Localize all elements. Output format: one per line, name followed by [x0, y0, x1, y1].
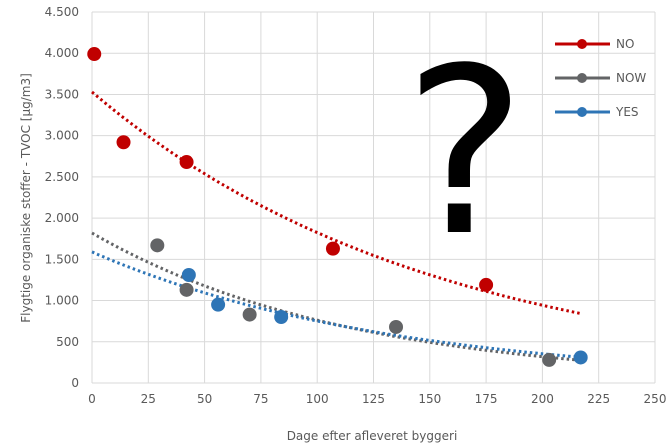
legend-label-yes: YES — [615, 105, 639, 119]
point-now — [542, 352, 557, 367]
x-tick-label: 0 — [88, 392, 96, 406]
point-no — [179, 155, 194, 170]
y-tick-label: 1.000 — [45, 294, 79, 308]
point-now — [150, 238, 165, 253]
point-no — [325, 241, 340, 256]
x-tick-label: 50 — [197, 392, 212, 406]
point-no — [116, 135, 131, 150]
y-tick-label: 2.500 — [45, 170, 79, 184]
x-tick-label: 175 — [475, 392, 498, 406]
legend-label-now: NOW — [616, 71, 646, 85]
x-tick-label: 75 — [253, 392, 268, 406]
x-tick-label: 150 — [418, 392, 441, 406]
y-tick-label: 4.500 — [45, 5, 79, 19]
legend-label-no: NO — [616, 37, 634, 51]
trendlines — [91, 90, 581, 362]
point-yes — [573, 350, 588, 365]
x-tick-label: 125 — [362, 392, 385, 406]
trendline-yes — [91, 250, 581, 359]
x-tick-label: 250 — [644, 392, 667, 406]
y-tick-label: 4.000 — [45, 46, 79, 60]
point-now — [389, 319, 404, 334]
axes: 05001.0001.5002.0002.5003.0003.5004.0004… — [45, 5, 667, 406]
legend: NO NOW YES — [555, 37, 646, 119]
y-tick-label: 1.500 — [45, 252, 79, 266]
y-tick-label: 0 — [71, 376, 79, 390]
grid — [91, 11, 656, 384]
x-tick-label: 100 — [306, 392, 329, 406]
y-axis-title: Flygtige organiske stoffer - TVOC [µg/m3… — [19, 73, 33, 323]
y-tick-label: 500 — [56, 335, 79, 349]
point-yes — [274, 310, 289, 325]
y-tick-label: 2.000 — [45, 211, 79, 225]
point-no — [87, 47, 102, 62]
x-tick-label: 200 — [531, 392, 554, 406]
x-axis-title: Dage efter afleveret byggeri — [287, 429, 458, 443]
data-points — [87, 47, 588, 367]
trendline-no — [91, 90, 581, 315]
legend-marker-now — [577, 73, 587, 83]
point-yes — [211, 297, 226, 312]
legend-marker-no — [577, 39, 587, 49]
point-no — [479, 277, 494, 292]
question-mark-annotation: ? — [404, 20, 526, 287]
y-tick-label: 3.000 — [45, 129, 79, 143]
x-tick-label: 225 — [587, 392, 610, 406]
x-tick-label: 25 — [141, 392, 156, 406]
point-now — [179, 282, 194, 297]
point-now — [242, 307, 257, 322]
y-tick-label: 3.500 — [45, 87, 79, 101]
legend-marker-yes — [577, 107, 587, 117]
point-yes — [181, 267, 196, 282]
